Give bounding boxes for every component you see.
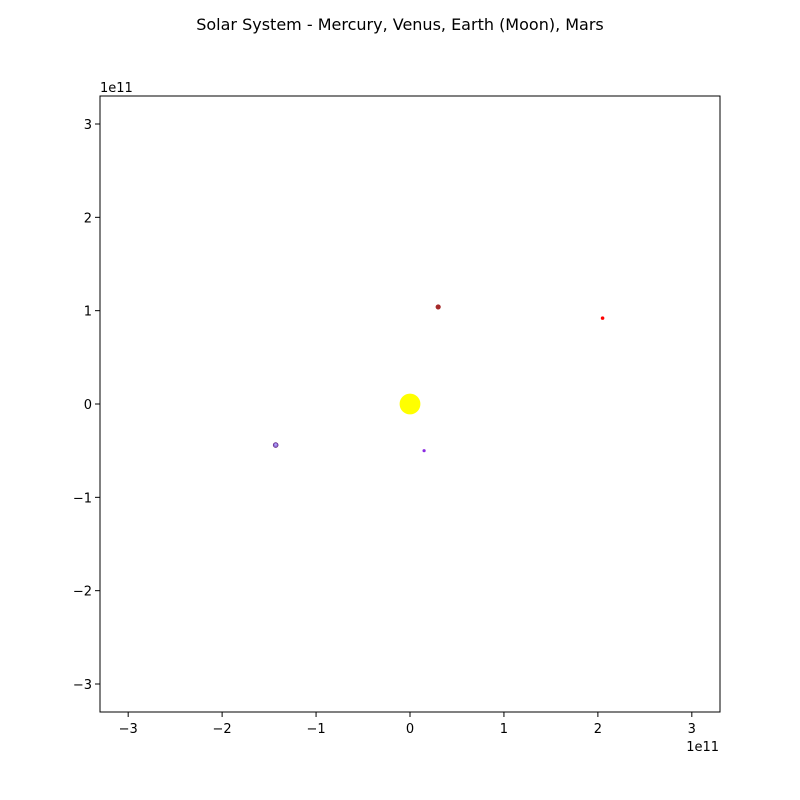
x-tick-label: 0 (406, 722, 414, 737)
points-layer (272, 304, 605, 453)
x-tick-label: 1 (500, 722, 508, 737)
y-tick-label: 1 (84, 305, 92, 320)
chart-title: Solar System - Mercury, Venus, Earth (Mo… (196, 15, 604, 34)
data-point-4 (274, 443, 277, 446)
y-tick-label: 0 (84, 398, 92, 413)
x-tick-label: 3 (688, 722, 696, 737)
data-point-0 (399, 393, 421, 415)
x-offset-label: 1e11 (686, 740, 719, 755)
y-tick-label: 2 (84, 211, 92, 226)
y-axis: −3 −2 −1 0 1 2 3 (73, 118, 100, 693)
data-point-5 (600, 316, 605, 320)
y-tick-label: −1 (73, 491, 92, 506)
x-tick-label: −3 (119, 722, 138, 737)
y-tick-label: −3 (73, 678, 92, 693)
x-tick-label: −1 (306, 722, 325, 737)
data-point-2 (435, 304, 441, 310)
x-tick-label: −2 (213, 722, 232, 737)
data-point-1 (422, 449, 426, 453)
x-tick-label: 2 (594, 722, 602, 737)
y-tick-label: 3 (84, 118, 92, 133)
y-offset-label: 1e11 (100, 81, 133, 96)
y-tick-label: −2 (73, 585, 92, 600)
x-axis: −3 −2 −1 0 1 2 3 (119, 712, 696, 737)
